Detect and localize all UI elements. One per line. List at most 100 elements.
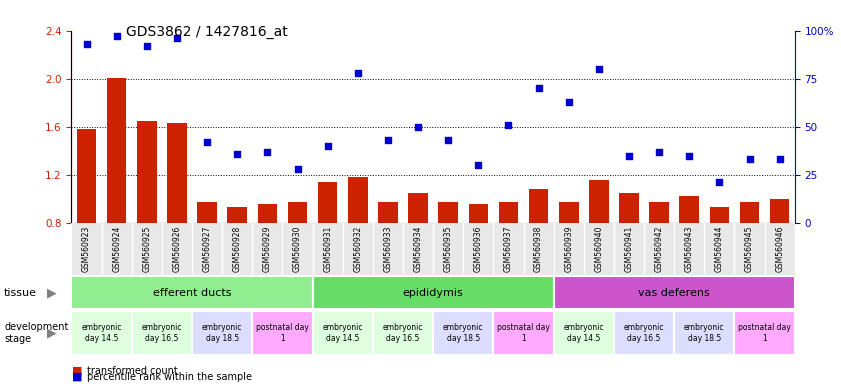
Point bbox=[381, 137, 394, 143]
Bar bbox=[192, 311, 252, 355]
Point bbox=[712, 179, 726, 185]
Bar bbox=[313, 311, 373, 355]
Text: GSM560943: GSM560943 bbox=[685, 225, 694, 272]
Text: GSM560927: GSM560927 bbox=[203, 225, 212, 272]
Bar bbox=[373, 311, 433, 355]
Bar bbox=[71, 311, 132, 355]
Text: epididymis: epididymis bbox=[403, 288, 463, 298]
Point bbox=[80, 41, 93, 47]
Bar bbox=[770, 199, 790, 223]
Point bbox=[502, 122, 516, 128]
Bar bbox=[649, 202, 669, 223]
Text: transformed count: transformed count bbox=[87, 366, 177, 376]
Text: GSM560926: GSM560926 bbox=[172, 225, 182, 272]
Point bbox=[170, 35, 183, 41]
Text: embryonic
day 16.5: embryonic day 16.5 bbox=[383, 323, 423, 343]
Bar bbox=[499, 202, 518, 223]
Text: GSM560946: GSM560946 bbox=[775, 225, 784, 272]
Bar bbox=[438, 202, 458, 223]
Point bbox=[532, 85, 545, 91]
Text: GSM560938: GSM560938 bbox=[534, 225, 543, 272]
Point bbox=[592, 66, 606, 72]
Text: GDS3862 / 1427816_at: GDS3862 / 1427816_at bbox=[126, 25, 288, 39]
Text: GSM560925: GSM560925 bbox=[142, 225, 151, 272]
Bar bbox=[257, 204, 278, 223]
Bar bbox=[137, 121, 156, 223]
Bar bbox=[433, 311, 494, 355]
Text: embryonic
day 14.5: embryonic day 14.5 bbox=[563, 323, 604, 343]
Point bbox=[653, 149, 666, 155]
Text: GSM560933: GSM560933 bbox=[383, 225, 393, 272]
Text: postnatal day
1: postnatal day 1 bbox=[738, 323, 791, 343]
Point bbox=[622, 152, 636, 159]
Point bbox=[351, 70, 364, 76]
Bar bbox=[252, 311, 313, 355]
Text: embryonic
day 16.5: embryonic day 16.5 bbox=[624, 323, 664, 343]
Bar bbox=[468, 204, 488, 223]
Point bbox=[562, 99, 575, 105]
Text: embryonic
day 14.5: embryonic day 14.5 bbox=[322, 323, 363, 343]
Bar bbox=[740, 202, 759, 223]
Text: ■: ■ bbox=[71, 372, 82, 382]
Bar bbox=[529, 189, 548, 223]
Text: GSM560941: GSM560941 bbox=[625, 225, 633, 272]
Text: ■: ■ bbox=[71, 366, 82, 376]
Bar bbox=[318, 182, 337, 223]
Text: embryonic
day 18.5: embryonic day 18.5 bbox=[443, 323, 484, 343]
Text: GSM560939: GSM560939 bbox=[564, 225, 574, 272]
Text: tissue: tissue bbox=[4, 288, 37, 298]
Bar bbox=[559, 202, 579, 223]
Bar bbox=[132, 311, 192, 355]
Point bbox=[472, 162, 485, 168]
Point bbox=[291, 166, 304, 172]
Bar bbox=[378, 202, 398, 223]
Text: GSM560936: GSM560936 bbox=[473, 225, 483, 272]
Text: GSM560935: GSM560935 bbox=[444, 225, 452, 272]
Text: GSM560942: GSM560942 bbox=[654, 225, 664, 272]
Bar bbox=[614, 311, 674, 355]
Point bbox=[442, 137, 455, 143]
Text: GSM560924: GSM560924 bbox=[112, 225, 121, 272]
Text: GSM560930: GSM560930 bbox=[293, 225, 302, 272]
Point bbox=[140, 43, 154, 49]
Text: GSM560923: GSM560923 bbox=[82, 225, 91, 272]
Text: efferent ducts: efferent ducts bbox=[153, 288, 231, 298]
Text: GSM560940: GSM560940 bbox=[595, 225, 603, 272]
Point bbox=[261, 149, 274, 155]
Text: embryonic
day 18.5: embryonic day 18.5 bbox=[684, 323, 725, 343]
Bar bbox=[710, 207, 729, 223]
Text: GSM560944: GSM560944 bbox=[715, 225, 724, 272]
Bar bbox=[589, 180, 609, 223]
Text: GSM560937: GSM560937 bbox=[504, 225, 513, 272]
Bar bbox=[619, 193, 639, 223]
Bar bbox=[71, 276, 313, 309]
Bar bbox=[680, 196, 699, 223]
Bar bbox=[494, 311, 553, 355]
Text: ▶: ▶ bbox=[47, 327, 57, 339]
Text: GSM560932: GSM560932 bbox=[353, 225, 362, 272]
Text: postnatal day
1: postnatal day 1 bbox=[497, 323, 550, 343]
Text: embryonic
day 18.5: embryonic day 18.5 bbox=[202, 323, 242, 343]
Text: vas deferens: vas deferens bbox=[638, 288, 710, 298]
Bar bbox=[77, 129, 97, 223]
Bar bbox=[674, 311, 734, 355]
Text: GSM560945: GSM560945 bbox=[745, 225, 754, 272]
Point bbox=[230, 151, 244, 157]
Text: development
stage: development stage bbox=[4, 322, 69, 344]
Text: ▶: ▶ bbox=[47, 286, 57, 299]
Bar bbox=[553, 276, 795, 309]
Text: postnatal day
1: postnatal day 1 bbox=[256, 323, 309, 343]
Bar bbox=[167, 123, 187, 223]
Point bbox=[200, 139, 214, 145]
Text: percentile rank within the sample: percentile rank within the sample bbox=[87, 372, 251, 382]
Bar bbox=[198, 202, 217, 223]
Bar bbox=[313, 276, 553, 309]
Text: GSM560934: GSM560934 bbox=[414, 225, 422, 272]
Bar bbox=[107, 78, 126, 223]
Point bbox=[773, 156, 786, 162]
Point bbox=[110, 33, 124, 40]
Bar bbox=[553, 311, 614, 355]
Point bbox=[411, 124, 425, 130]
Bar bbox=[348, 177, 368, 223]
Bar bbox=[288, 202, 307, 223]
